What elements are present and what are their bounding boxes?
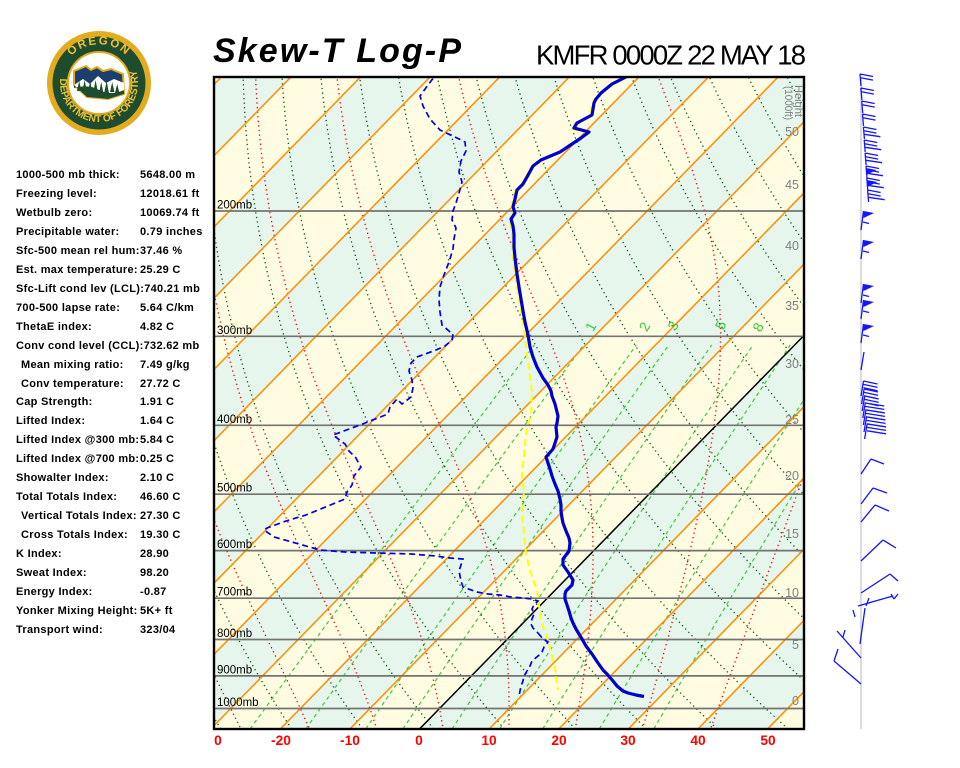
- svg-text:300mb: 300mb: [217, 325, 252, 337]
- svg-text:0: 0: [792, 694, 799, 708]
- svg-text:50: 50: [760, 733, 776, 748]
- svg-text:(1000ft): (1000ft): [782, 86, 794, 120]
- svg-text:0: 0: [415, 733, 423, 748]
- svg-text:KMFR 0000Z 22 MAY 18: KMFR 0000Z 22 MAY 18: [536, 40, 806, 71]
- svg-text:0: 0: [214, 733, 222, 748]
- svg-text:20: 20: [551, 733, 567, 748]
- svg-text:20: 20: [785, 469, 799, 483]
- svg-text:-20: -20: [271, 733, 291, 748]
- svg-text:600mb: 600mb: [217, 539, 252, 551]
- svg-text:-10: -10: [340, 733, 360, 748]
- svg-text:10: 10: [785, 586, 799, 600]
- svg-text:25: 25: [785, 413, 799, 427]
- svg-text:200mb: 200mb: [217, 200, 252, 212]
- svg-text:10: 10: [481, 733, 497, 748]
- svg-text:30: 30: [785, 357, 799, 371]
- svg-text:1000mb: 1000mb: [217, 697, 259, 709]
- svg-text:50: 50: [785, 125, 799, 139]
- svg-text:40: 40: [690, 733, 706, 748]
- svg-text:800mb: 800mb: [217, 628, 252, 640]
- svg-text:Height: Height: [792, 85, 804, 117]
- svg-text:400mb: 400mb: [217, 414, 252, 426]
- svg-text:45: 45: [785, 178, 799, 192]
- svg-text:30: 30: [620, 733, 636, 748]
- svg-text:5: 5: [792, 638, 799, 652]
- svg-text:40: 40: [785, 239, 799, 253]
- svg-text:900mb: 900mb: [217, 664, 252, 676]
- svg-text:15: 15: [785, 527, 799, 541]
- svg-text:500mb: 500mb: [217, 483, 252, 495]
- svg-text:35: 35: [785, 299, 799, 313]
- svg-text:Skew-T Log-P: Skew-T Log-P: [213, 32, 461, 70]
- svg-text:700mb: 700mb: [217, 587, 252, 599]
